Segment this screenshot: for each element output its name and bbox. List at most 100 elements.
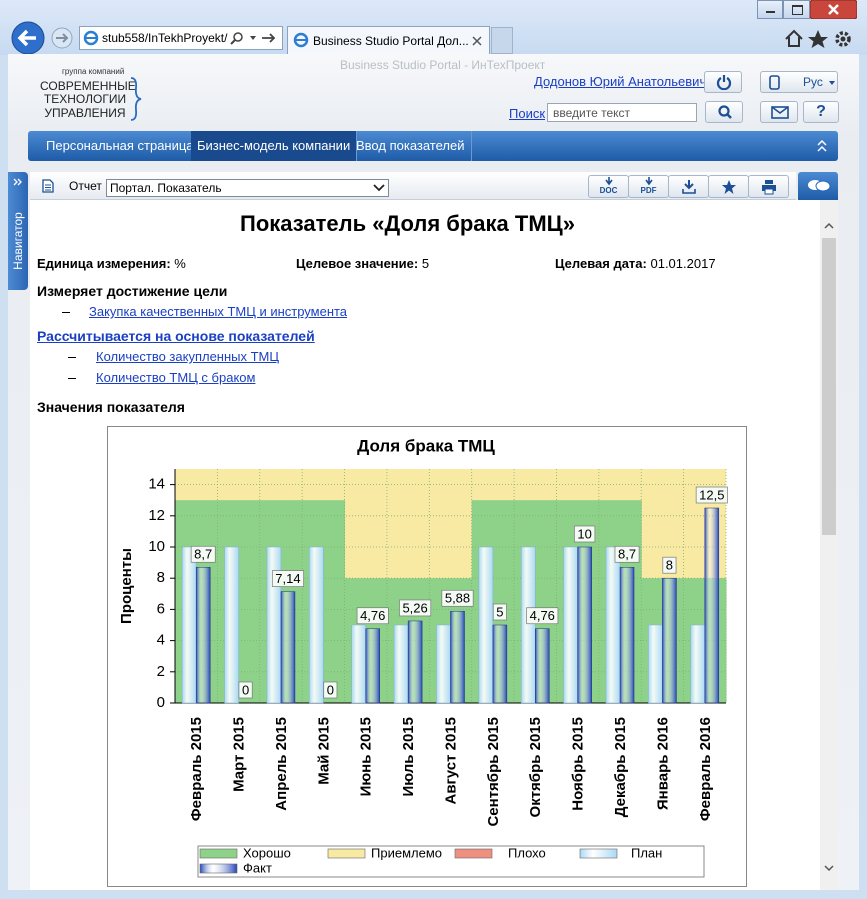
report-select[interactable]: Портал. Показатель bbox=[106, 179, 389, 197]
mail-button[interactable] bbox=[760, 101, 798, 123]
download-button[interactable] bbox=[668, 175, 709, 198]
bar bbox=[365, 628, 380, 704]
nav-item[interactable]: Ввод показателей bbox=[350, 131, 472, 161]
legend-label: Факт bbox=[243, 860, 272, 875]
tab-title: Business Studio Portal Дол... bbox=[313, 34, 469, 48]
section-heading: Значения показателя bbox=[37, 399, 185, 415]
bar bbox=[407, 620, 423, 704]
field-value: 01.01.2017 bbox=[650, 256, 716, 271]
bar bbox=[195, 567, 211, 704]
value-label-box bbox=[238, 681, 253, 699]
maximize-button[interactable] bbox=[783, 0, 810, 19]
print-button[interactable] bbox=[748, 175, 789, 198]
x-tick-label: Сентябрь 2015 bbox=[485, 717, 502, 827]
value-label: 8,7 bbox=[194, 547, 212, 562]
value-label: 5,26 bbox=[402, 600, 427, 615]
favorite-button[interactable] bbox=[708, 175, 749, 198]
logo-line: УПРАВЛЕНИЯ bbox=[44, 106, 126, 120]
window-bottom bbox=[0, 890, 867, 899]
scroll-up[interactable] bbox=[824, 222, 834, 229]
report-value: Портал. Показатель bbox=[110, 181, 222, 195]
export-pdf-button[interactable]: PDF bbox=[628, 175, 669, 198]
report-label: Отчет bbox=[69, 179, 102, 193]
x-tick-label: Февраль 2016 bbox=[697, 717, 714, 821]
browser-icons[interactable] bbox=[783, 28, 855, 50]
bar bbox=[492, 624, 508, 704]
search-link[interactable]: Поиск bbox=[509, 106, 546, 121]
ie-icon bbox=[293, 32, 309, 48]
x-tick-label: Январь 2016 bbox=[654, 717, 671, 810]
value-label-box bbox=[492, 603, 507, 621]
x-tick-label: Апрель 2015 bbox=[273, 717, 290, 811]
comments-button[interactable] bbox=[798, 172, 838, 200]
bar bbox=[605, 546, 621, 704]
nav-bar bbox=[28, 131, 838, 161]
value-label: 12,5 bbox=[699, 487, 724, 502]
scrollbar[interactable] bbox=[820, 200, 838, 890]
logout-button[interactable] bbox=[704, 71, 742, 93]
x-tick-label: Май 2015 bbox=[315, 717, 332, 785]
user-link[interactable]: Додонов Юрий Анатольевич bbox=[534, 74, 707, 89]
indicator-link[interactable]: Количество закупленных ТМЦ bbox=[96, 349, 280, 364]
close-button[interactable] bbox=[810, 0, 857, 19]
x-tick-label: Июль 2015 bbox=[400, 717, 417, 797]
expand-icon bbox=[13, 178, 22, 186]
value-label-box bbox=[614, 545, 640, 563]
bar bbox=[577, 546, 592, 704]
minimize-button[interactable] bbox=[757, 0, 783, 19]
navigator-label: Навигатор bbox=[11, 212, 25, 270]
select-arrow bbox=[373, 184, 385, 192]
export-doc-button[interactable]: DOC bbox=[588, 175, 629, 198]
address-icons[interactable] bbox=[230, 30, 282, 46]
report-icon bbox=[42, 179, 54, 193]
bar bbox=[478, 546, 494, 704]
y-tick-label: 10 bbox=[148, 538, 165, 555]
x-tick-label: Февраль 2015 bbox=[188, 717, 205, 821]
bar bbox=[436, 624, 451, 704]
section-heading-link[interactable]: Рассчитывается на основе показателей bbox=[37, 328, 315, 344]
x-tick-label: Ноябрь 2015 bbox=[570, 717, 587, 811]
bar bbox=[704, 507, 720, 704]
search-input[interactable]: введите текст bbox=[547, 103, 697, 122]
language-button[interactable]: Рус bbox=[760, 71, 838, 93]
field: Единица измерения: % bbox=[37, 256, 186, 271]
logo-caption: группа компаний bbox=[62, 67, 125, 76]
x-tick-label: Октябрь 2015 bbox=[527, 717, 544, 817]
bar bbox=[280, 591, 296, 704]
legend-swatch bbox=[579, 848, 618, 859]
address-text: stub558/InTekhProyekt/ bbox=[102, 31, 228, 45]
value-label: 7,14 bbox=[275, 571, 300, 586]
chart-title: Доля брака ТМЦ bbox=[357, 436, 495, 455]
indicator-link[interactable]: Количество ТМЦ с браком bbox=[96, 370, 256, 385]
field-value: % bbox=[174, 256, 186, 271]
y-tick-label: 4 bbox=[157, 632, 165, 649]
y-tick-label: 14 bbox=[148, 476, 165, 493]
collapse-icon[interactable] bbox=[816, 139, 828, 153]
navigation-buttons[interactable] bbox=[10, 20, 80, 56]
nav-item[interactable]: Бизнес-модель компании bbox=[191, 131, 358, 161]
scroll-thumb[interactable] bbox=[822, 238, 836, 535]
navigator-tab[interactable]: Навигатор bbox=[8, 172, 28, 290]
value-label: 4,76 bbox=[530, 608, 555, 623]
bar bbox=[393, 624, 409, 704]
chart: Доля брака ТМЦ 0 2 4 6 8 10 12 14 Проценты Февраль… bbox=[107, 426, 747, 887]
help-button[interactable]: ? bbox=[803, 101, 839, 123]
legend-swatch bbox=[327, 848, 366, 859]
tab-close[interactable] bbox=[472, 36, 482, 46]
address-bar[interactable]: stub558/InTekhProyekt/ bbox=[79, 26, 283, 50]
bullet bbox=[68, 378, 76, 379]
new-tab[interactable] bbox=[491, 27, 513, 54]
scroll-down[interactable] bbox=[824, 865, 834, 872]
goal-link[interactable]: Закупка качественных ТМЦ и инструмента bbox=[89, 304, 348, 319]
arrow-icon bbox=[605, 177, 613, 186]
bar bbox=[351, 624, 366, 704]
active-tab[interactable]: Business Studio Portal Дол... bbox=[287, 26, 490, 55]
search-button[interactable] bbox=[705, 101, 743, 123]
y-tick-label: 2 bbox=[157, 663, 165, 680]
field-value: 5 bbox=[421, 256, 430, 271]
nav-item[interactable]: Персональная страница bbox=[40, 131, 201, 161]
legend-label: Приемлемо bbox=[371, 845, 442, 860]
value-label-box bbox=[323, 681, 338, 699]
